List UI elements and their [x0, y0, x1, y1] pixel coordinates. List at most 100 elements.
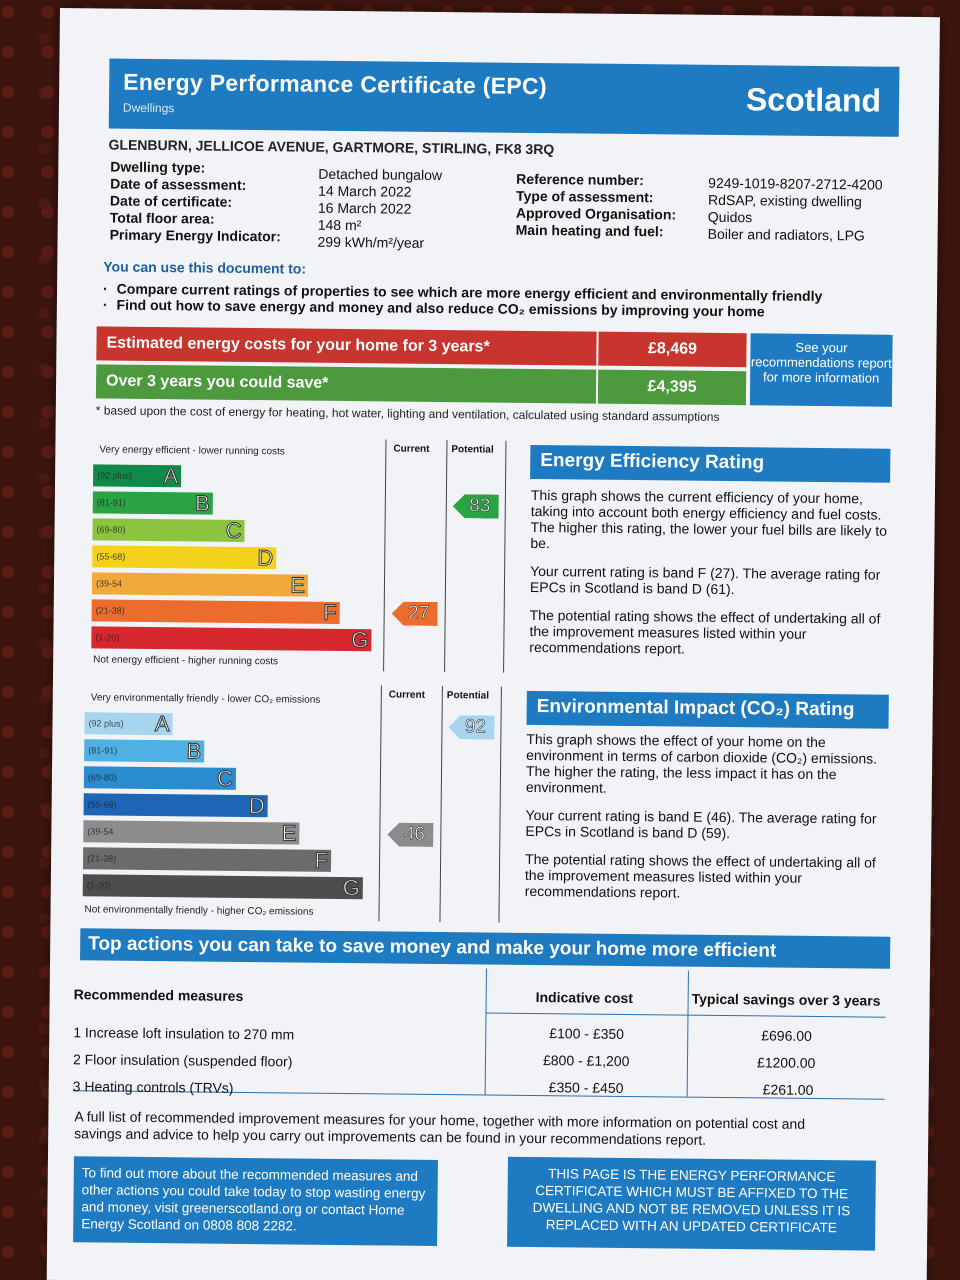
detail-label: Reference number: — [516, 170, 644, 189]
cost-cell: £100 - £350 — [549, 1025, 625, 1042]
measure-cell: 1 Increase loft insulation to 270 mm — [73, 1024, 295, 1043]
column-divider — [444, 440, 448, 673]
band-range: (39-54 — [95, 578, 123, 589]
rating-bands — [94, 426, 514, 430]
affix-notice-box: THIS PAGE IS THE ENERGY PERFORMANCE CERT… — [507, 1156, 876, 1251]
rating-band-f: (21-38) F — [82, 847, 332, 873]
rating-band-b: (81-91) B — [84, 738, 205, 764]
band-letter: C — [225, 517, 242, 543]
band-range: (21-38) — [95, 605, 125, 616]
header-banner: Energy Performance Certificate (EPC) Dwe… — [108, 58, 900, 137]
detail-value: 148 m² — [317, 216, 362, 234]
rating-band-a: (92 plus) A — [92, 463, 182, 489]
saving-cell: £261.00 — [762, 1081, 814, 1098]
detail-label: Main heating and fuel: — [515, 221, 664, 240]
rating-band-b: (81-91) B — [92, 490, 213, 516]
detail-value: Boiler and radiators, LPG — [707, 225, 865, 244]
band-range: (55-68) — [96, 551, 126, 562]
epc-certificate: Energy Performance Certificate (EPC) Dwe… — [46, 8, 940, 1280]
band-letter: C — [216, 765, 234, 791]
detail-label: Date of assessment: — [110, 175, 247, 193]
saving-cell: £696.00 — [761, 1027, 812, 1044]
page-title: Energy Performance Certificate (EPC) — [123, 68, 548, 100]
rating-bands — [85, 672, 505, 676]
savings-label: Over 3 years you could save* — [95, 364, 597, 404]
saving-cell: £1200.00 — [756, 1054, 816, 1071]
full-list-note: A full list of recommended improvement m… — [74, 1108, 806, 1148]
current-column-head: Current — [393, 443, 430, 455]
column-divider — [503, 440, 507, 673]
costs-footnote: * based upon the cost of energy for heat… — [95, 403, 720, 424]
band-letter: G — [351, 627, 369, 653]
details-left-labels: Dwelling type: Date of assessment: Date … — [110, 159, 282, 246]
top-actions-title: Top actions you can take to save money a… — [80, 928, 891, 969]
chart-bottom-label: Not energy efficient - higher running co… — [93, 654, 279, 668]
rating-band-d: (55-68) D — [83, 793, 268, 819]
cost-cell: £800 - £1,200 — [542, 1052, 630, 1070]
col-typical-savings: Typical savings over 3 years — [691, 990, 881, 1009]
use-document-title: You can use this document to: — [103, 258, 307, 277]
more-info-box: To find out more about the recommended m… — [73, 1156, 438, 1247]
chart-top-label: Very energy efficient - lower running co… — [99, 444, 285, 458]
band-range: (81-91) — [96, 497, 126, 508]
env-text-p1: This graph shows the effect of your home… — [525, 730, 878, 796]
detail-value: Quidos — [707, 208, 753, 226]
potential-rating-marker: 92 — [448, 715, 494, 739]
detail-value: 16 March 2022 — [317, 199, 412, 217]
rating-band-f: (21-38) F — [91, 599, 340, 625]
band-letter: F — [314, 847, 329, 873]
band-letter: A — [154, 711, 170, 737]
rating-band-e: (39-54 E — [91, 572, 309, 598]
property-address: GLENBURN, JELLICOE AVENUE, GARTMORE, STI… — [108, 136, 555, 158]
band-letter: B — [186, 738, 202, 764]
env-text-p3: The potential rating shows the effect of… — [524, 850, 876, 901]
current-rating-marker: 46 — [387, 822, 433, 846]
env-text-p2: Your current rating is band E (46). The … — [525, 806, 877, 842]
measure-cell: 3 Heating controls (TRVs) — [72, 1078, 234, 1096]
details-right-labels: Reference number: Type of assessment: Ap… — [516, 171, 677, 241]
band-letter: D — [248, 793, 265, 819]
savings-amount: £4,395 — [647, 378, 697, 396]
environment-rating-title: Environmental Impact (CO₂) Rating — [526, 690, 889, 729]
estimated-costs-label: Estimated energy costs for your home for… — [96, 326, 597, 366]
savings-value: £4,395 — [597, 369, 747, 406]
measure-cell: 2 Floor insulation (suspended floor) — [72, 1051, 293, 1070]
band-range: (1-20) — [86, 880, 111, 891]
col-recommended-measures: Recommended measures — [73, 986, 244, 1004]
band-range: (21-38) — [87, 853, 117, 864]
col-indicative-cost: Indicative cost — [535, 989, 634, 1007]
rating-band-c: (69-80) C — [92, 517, 245, 543]
potential-column-head: Potential — [446, 690, 490, 702]
detail-label: Type of assessment: — [515, 187, 654, 206]
band-letter: F — [323, 599, 338, 625]
table-divider — [485, 1012, 886, 1018]
chart-bottom-label: Not environmentally friendly - higher CO… — [84, 904, 314, 918]
band-letter: E — [281, 820, 297, 846]
column-divider — [378, 685, 382, 922]
band-range: (39-54 — [87, 826, 114, 837]
band-range: (1-20) — [95, 632, 120, 643]
potential-column-head: Potential — [451, 444, 494, 456]
cost-cell: £350 - £450 — [548, 1079, 624, 1096]
band-letter: E — [290, 572, 306, 598]
use-document-bullets: Compare current ratings of properties to… — [103, 280, 822, 320]
potential-rating-marker: 83 — [453, 494, 499, 518]
energy-text-p3: The potential rating shows the effect of… — [529, 606, 881, 657]
band-range: (69-80) — [87, 772, 118, 783]
estimated-costs-value: £8,469 — [598, 331, 747, 368]
rating-band-g: (1-20) G — [82, 874, 363, 901]
estimated-costs-amount: £8,469 — [647, 340, 698, 358]
details-left-values: Detached bungalow 14 March 2022 16 March… — [317, 166, 442, 252]
band-letter: D — [257, 545, 274, 571]
energy-rating-title: Energy Efficiency Rating — [530, 444, 891, 483]
band-range: (92 plus) — [97, 470, 133, 481]
band-range: (81-91) — [88, 745, 118, 756]
detail-label: Primary Energy Indicator: — [109, 226, 281, 245]
detail-label: Total floor area: — [109, 209, 215, 227]
column-divider — [383, 439, 387, 672]
details-right-values: 9249-1019-8207-2712-4200 RdSAP, existing… — [708, 175, 883, 245]
detail-value: RdSAP, existing dwelling — [707, 191, 862, 210]
rating-band-c: (69-80) C — [83, 765, 237, 791]
detail-value: 9249-1019-8207-2712-4200 — [708, 174, 883, 193]
environmental-impact-chart: Very environmentally friendly - lower CO… — [82, 672, 505, 923]
